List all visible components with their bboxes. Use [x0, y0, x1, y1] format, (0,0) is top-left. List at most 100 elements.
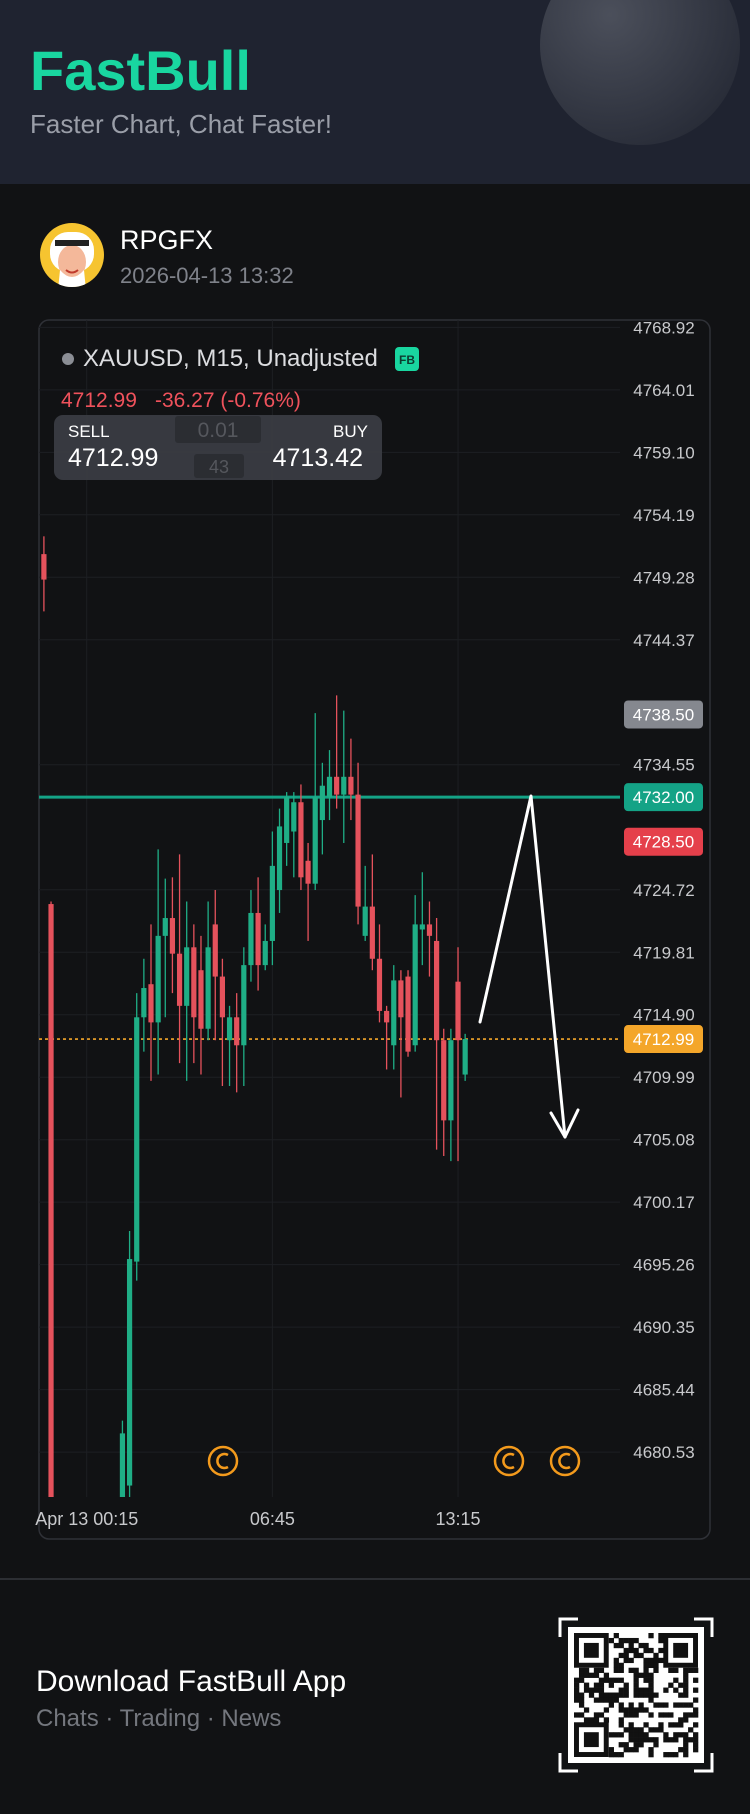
lot-size[interactable]: 0.01: [198, 419, 239, 442]
qr-module: [683, 1737, 689, 1743]
qr-module: [668, 1722, 674, 1728]
candle-body: [391, 980, 397, 1046]
qr-module: [633, 1687, 639, 1693]
qr-module: [633, 1742, 639, 1748]
candle-body: [162, 918, 168, 936]
candle-body: [341, 776, 347, 795]
qr-module: [583, 1707, 590, 1713]
avatar: [40, 223, 104, 287]
brand: FastBull: [30, 39, 251, 102]
qr-module: [623, 1747, 629, 1753]
qr-code[interactable]: [558, 1617, 714, 1773]
candle-body: [312, 797, 318, 884]
qr-module: [638, 1692, 644, 1698]
price-tag-label: 4728.50: [633, 833, 694, 852]
qr-module: [683, 1712, 689, 1718]
qr-module: [663, 1737, 669, 1743]
qr-module: [683, 1667, 689, 1673]
qr-module: [683, 1742, 689, 1748]
qr-module: [678, 1682, 684, 1688]
qr-module: [673, 1677, 679, 1683]
qr-module: [623, 1727, 629, 1733]
qr-module: [638, 1707, 644, 1713]
qr-finder: [673, 1642, 689, 1658]
buy-label[interactable]: BUY: [333, 422, 368, 441]
y-tick-label: 4749.28: [633, 568, 694, 587]
qr-module: [663, 1702, 669, 1708]
candle-body: [384, 1010, 390, 1023]
y-tick-label: 4714.90: [633, 1006, 694, 1025]
qr-module: [653, 1657, 659, 1664]
qr-module: [628, 1712, 634, 1718]
qr-module: [613, 1732, 619, 1738]
drawing-annotation: [478, 794, 580, 1139]
candle-body: [376, 958, 383, 1011]
candle-body: [262, 940, 268, 966]
qr-module: [643, 1687, 649, 1693]
buy-price[interactable]: 4713.42: [273, 444, 363, 472]
qr-module: [683, 1702, 689, 1708]
qr-module: [588, 1687, 595, 1693]
qr-module: [638, 1702, 644, 1708]
qr-module: [643, 1642, 649, 1649]
qr-module: [658, 1702, 664, 1708]
qr-module: [638, 1652, 644, 1659]
qr-module: [583, 1687, 590, 1693]
qr-module: [683, 1682, 689, 1688]
qr-module: [648, 1662, 654, 1669]
qr-module: [613, 1692, 619, 1698]
qr-module: [693, 1667, 699, 1673]
candle-body: [355, 794, 361, 907]
y-tick-label: 4734.55: [633, 756, 694, 775]
qr-corner: [558, 1753, 578, 1773]
qr-module: [633, 1682, 639, 1688]
qr-module: [653, 1667, 659, 1673]
qr-module: [578, 1692, 585, 1698]
event-icons: [207, 1445, 581, 1477]
qr-module: [673, 1752, 679, 1758]
qr-module: [623, 1657, 629, 1664]
qr-module: [638, 1742, 644, 1748]
qr-module: [578, 1667, 585, 1673]
candle-body: [241, 965, 247, 1046]
qr-module: [643, 1672, 649, 1678]
y-tick-label: 4759.10: [633, 443, 694, 462]
spread: 43: [209, 457, 229, 477]
sell-price[interactable]: 4712.99: [68, 444, 158, 472]
sell-label[interactable]: SELL: [68, 422, 110, 441]
qr-module: [608, 1747, 614, 1753]
qr-module: [678, 1702, 684, 1708]
qr-module: [578, 1712, 585, 1718]
qr-module: [648, 1747, 654, 1753]
y-tick-label: 4695.26: [633, 1256, 694, 1275]
qr-module: [663, 1712, 669, 1718]
candle-body: [219, 976, 225, 1018]
qr-module: [653, 1692, 659, 1698]
qr-module: [673, 1667, 679, 1673]
qr-module: [583, 1682, 590, 1688]
qr-module: [648, 1672, 654, 1678]
footer-title: Download FastBull App: [36, 1665, 346, 1698]
qr-module: [613, 1677, 619, 1683]
qr-module: [663, 1687, 669, 1693]
qr-module: [628, 1727, 634, 1733]
badge-text: FB: [399, 353, 415, 367]
qr-module: [638, 1672, 644, 1678]
author[interactable]: RPGFX: [120, 225, 213, 255]
qr-module: [668, 1737, 674, 1743]
qr-module: [628, 1732, 634, 1738]
qr-module: [618, 1652, 624, 1659]
qr-module: [598, 1677, 605, 1683]
qr-module: [628, 1747, 634, 1753]
candle-body: [191, 947, 197, 1018]
y-tick-label: 4724.72: [633, 881, 694, 900]
qr-module: [663, 1732, 669, 1738]
qr-module: [613, 1697, 619, 1703]
qr-module: [628, 1667, 634, 1673]
qr-module: [578, 1702, 585, 1708]
qr-module: [648, 1712, 654, 1718]
qr-module: [678, 1722, 684, 1728]
qr-module: [628, 1737, 634, 1743]
candle-body: [362, 906, 368, 936]
qr-module: [618, 1752, 624, 1758]
